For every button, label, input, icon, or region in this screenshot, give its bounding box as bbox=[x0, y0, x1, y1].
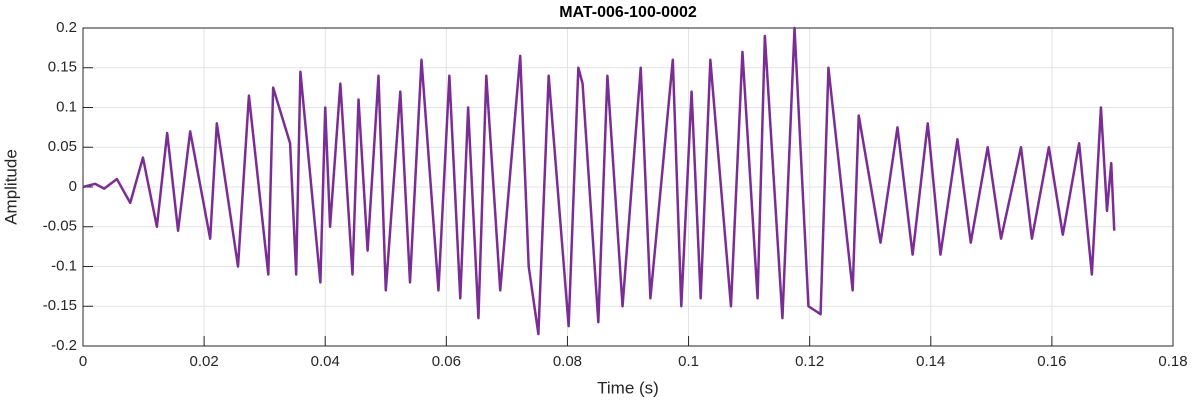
y-tick-label: -0.1 bbox=[51, 257, 77, 274]
x-tick-label: 0.18 bbox=[1158, 353, 1187, 370]
chart-title: MAT-006-100-0002 bbox=[559, 4, 697, 21]
x-tick-label: 0.14 bbox=[916, 353, 945, 370]
x-tick-label: 0 bbox=[79, 353, 87, 370]
waveform-line bbox=[82, 26, 1116, 336]
y-tick-label: -0.2 bbox=[51, 337, 77, 354]
x-axis-label: Time (s) bbox=[597, 378, 659, 397]
y-tick-label: 0.2 bbox=[56, 19, 77, 36]
y-tick-label: 0.1 bbox=[56, 98, 77, 115]
y-tick-label: -0.05 bbox=[43, 218, 77, 235]
x-tick-label: 0.04 bbox=[311, 353, 340, 370]
x-tick-label: 0.12 bbox=[795, 353, 824, 370]
y-tick-label: 0.15 bbox=[48, 59, 77, 76]
y-tick-label: 0.05 bbox=[48, 138, 77, 155]
x-tick-label: 0.02 bbox=[190, 353, 219, 370]
x-tick-label: 0.1 bbox=[678, 353, 699, 370]
x-tick-label: 0.16 bbox=[1037, 353, 1066, 370]
x-tick-label: 0.06 bbox=[432, 353, 461, 370]
x-tick-label: 0.08 bbox=[553, 353, 582, 370]
y-tick-label: -0.15 bbox=[43, 297, 77, 314]
y-axis-label: Amplitude bbox=[1, 149, 20, 225]
y-tick-label: 0 bbox=[69, 178, 77, 195]
